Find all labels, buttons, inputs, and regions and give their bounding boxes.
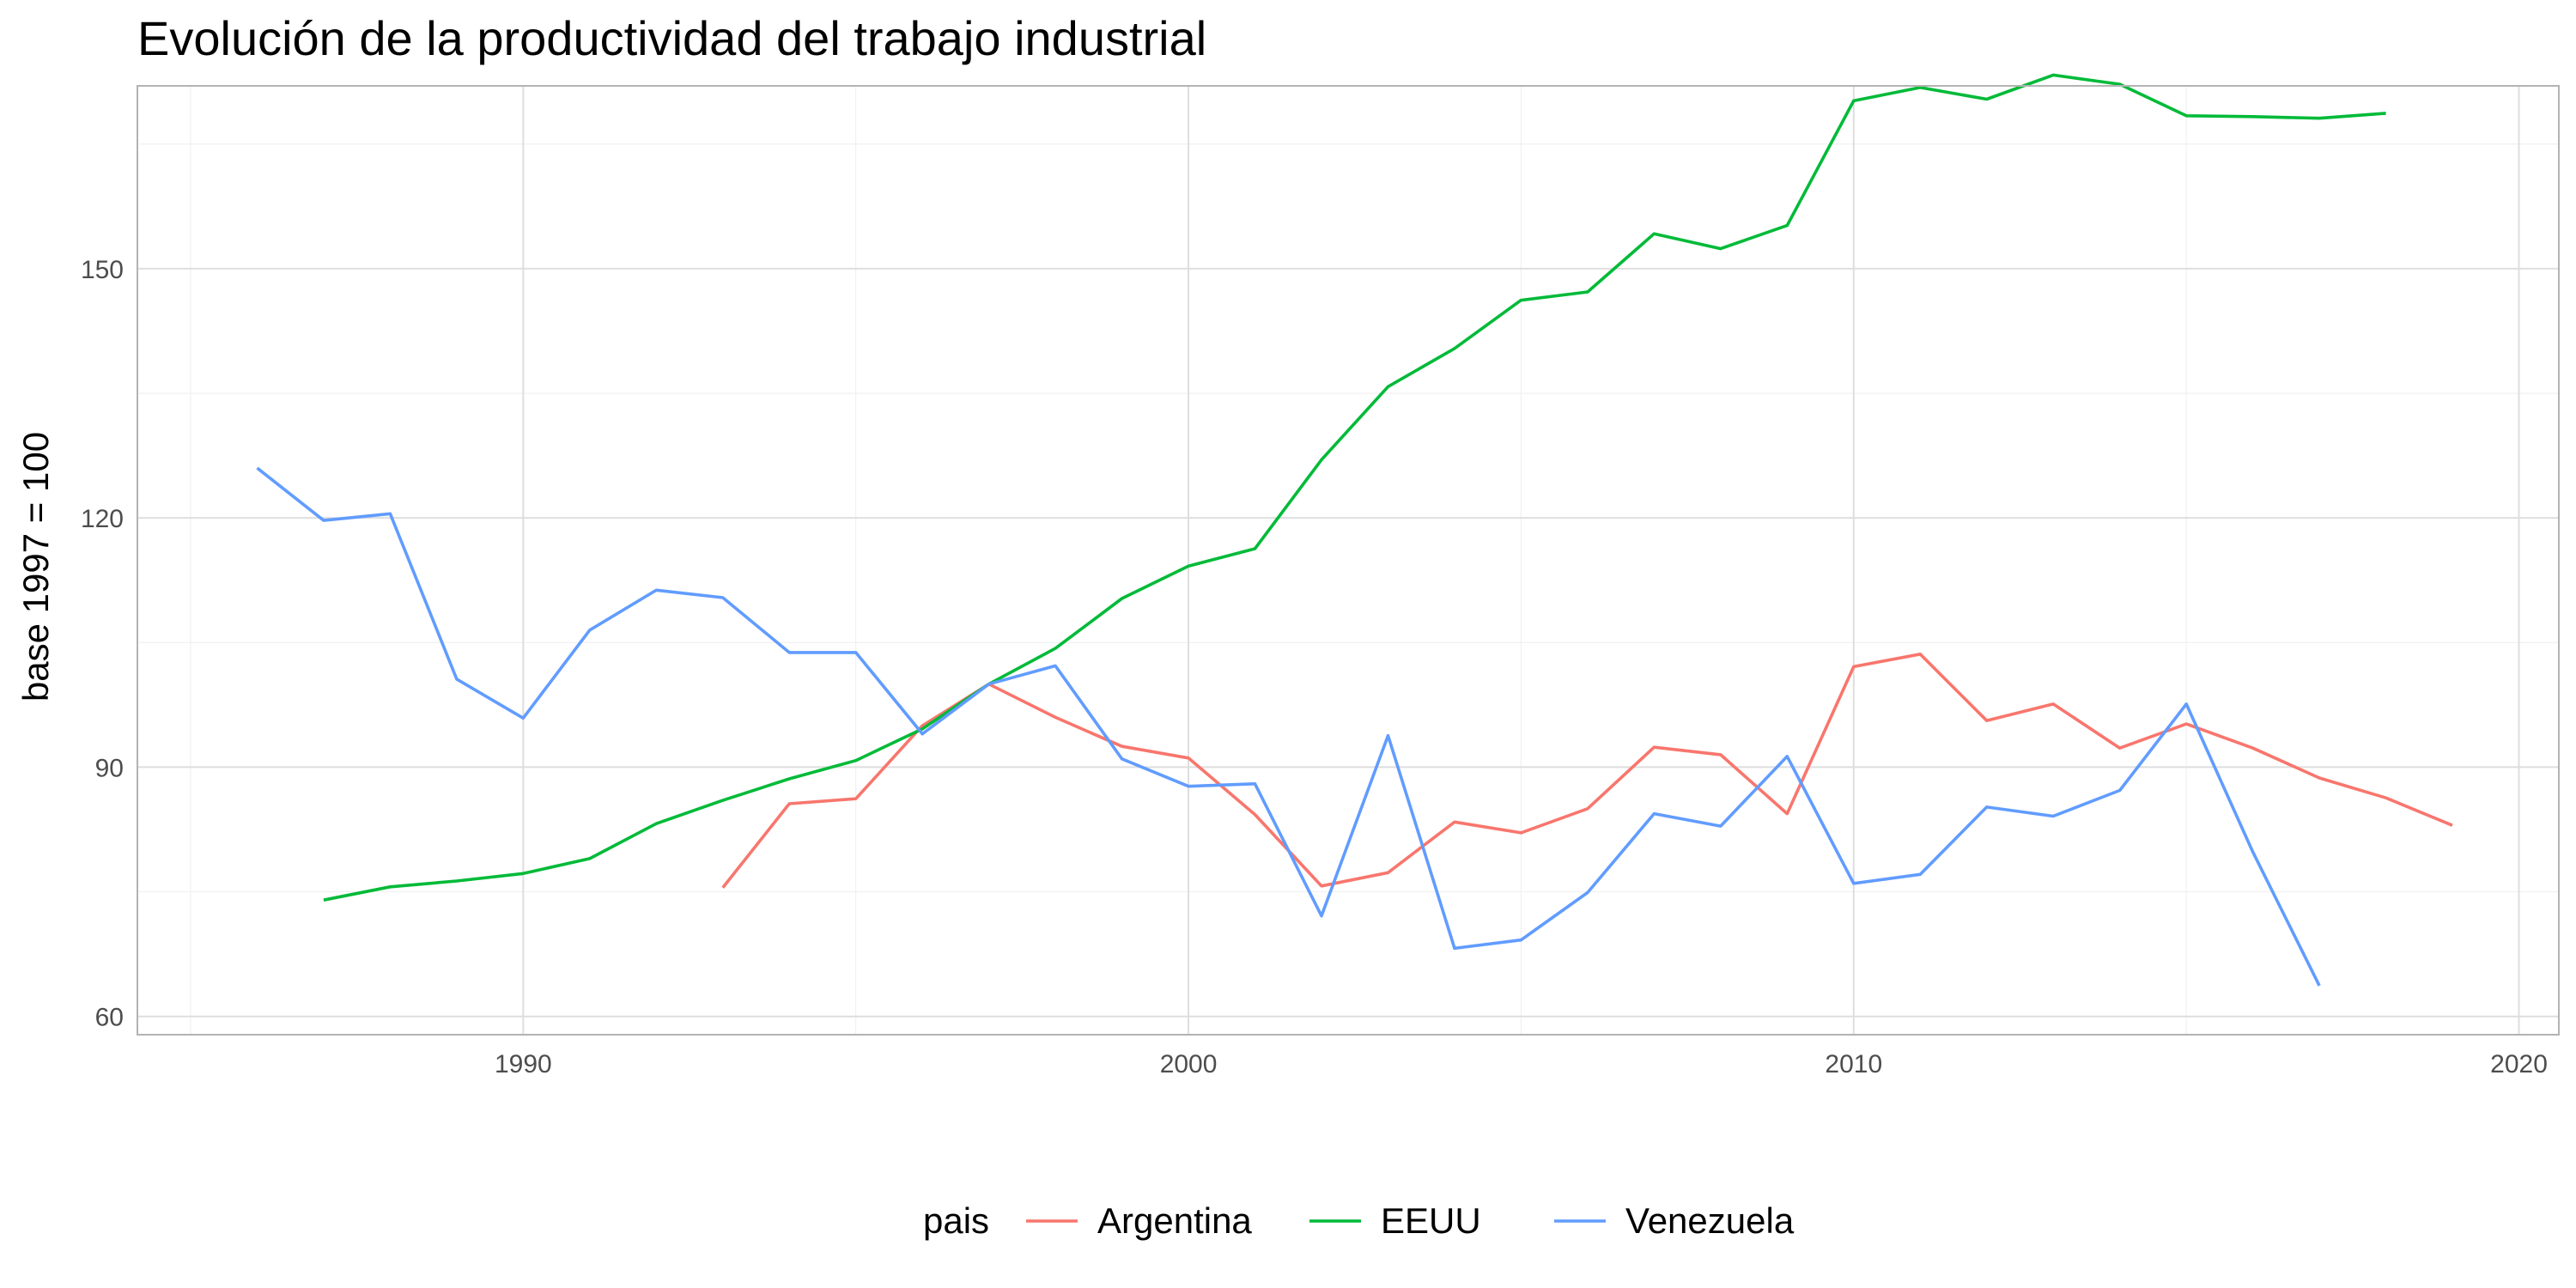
legend-label: Venezuela bbox=[1625, 1200, 1795, 1241]
chart-title: Evolución de la productividad del trabaj… bbox=[137, 11, 1206, 65]
minor-grid bbox=[137, 86, 2559, 1035]
plot-panel-border bbox=[137, 85, 2560, 1036]
x-axis-tick-labels: 1990 2000 2010 2020 bbox=[495, 1050, 2548, 1078]
y-axis-title: base 1997 = 100 bbox=[15, 432, 56, 702]
legend-title: pais bbox=[923, 1200, 989, 1241]
y-tick-label: 150 bbox=[81, 256, 124, 284]
x-tick-label: 2000 bbox=[1160, 1050, 1218, 1078]
legend-label: Argentina bbox=[1097, 1200, 1252, 1241]
x-tick-label: 2020 bbox=[2490, 1050, 2548, 1078]
series-line-eeuu bbox=[323, 73, 2386, 902]
series-line-venezuela bbox=[256, 466, 2321, 987]
legend-label: EEUU bbox=[1381, 1200, 1481, 1241]
legend-item-venezuela: Venezuela bbox=[1554, 1200, 1795, 1241]
x-tick-label: 1990 bbox=[495, 1050, 552, 1078]
legend: pais Argentina EEUU Venezuela bbox=[923, 1200, 1795, 1241]
legend-item-eeuu: EEUU bbox=[1309, 1200, 1481, 1241]
y-tick-label: 120 bbox=[81, 505, 124, 533]
x-tick-label: 2010 bbox=[1825, 1050, 1882, 1078]
major-grid bbox=[137, 86, 2559, 1035]
legend-items: Argentina EEUU Venezuela bbox=[1026, 1200, 1795, 1241]
y-axis-tick-labels: 60 90 120 150 bbox=[81, 256, 124, 1032]
y-tick-label: 90 bbox=[95, 754, 124, 782]
y-tick-label: 60 bbox=[95, 1004, 124, 1032]
series-layer bbox=[256, 73, 2453, 987]
legend-item-argentina: Argentina bbox=[1026, 1200, 1252, 1241]
